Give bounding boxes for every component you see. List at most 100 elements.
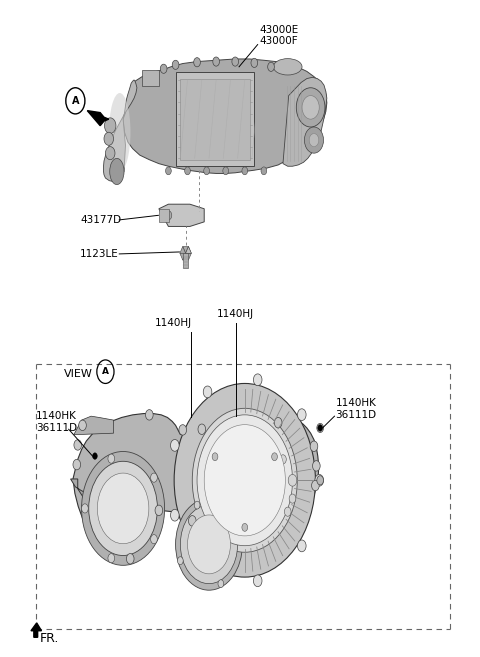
- Circle shape: [223, 167, 228, 175]
- Circle shape: [89, 461, 157, 556]
- Circle shape: [160, 64, 167, 74]
- Polygon shape: [74, 416, 114, 434]
- Bar: [183, 253, 188, 267]
- Polygon shape: [183, 253, 189, 260]
- Polygon shape: [283, 78, 327, 166]
- Circle shape: [151, 535, 157, 544]
- Circle shape: [204, 167, 209, 175]
- Circle shape: [304, 127, 324, 153]
- Circle shape: [188, 515, 230, 574]
- Circle shape: [222, 516, 229, 526]
- Circle shape: [309, 133, 319, 147]
- Circle shape: [204, 424, 285, 536]
- Circle shape: [174, 384, 315, 577]
- Circle shape: [105, 118, 116, 133]
- Polygon shape: [73, 413, 319, 534]
- Circle shape: [242, 167, 248, 175]
- Circle shape: [312, 480, 319, 491]
- Polygon shape: [31, 623, 41, 637]
- Bar: [159, 209, 169, 222]
- Circle shape: [218, 579, 224, 587]
- Circle shape: [198, 424, 205, 434]
- Circle shape: [197, 415, 292, 546]
- Text: 36111D: 36111D: [336, 410, 377, 420]
- Circle shape: [104, 132, 114, 145]
- Circle shape: [189, 516, 196, 526]
- Circle shape: [178, 556, 183, 564]
- Circle shape: [235, 421, 243, 432]
- Circle shape: [235, 524, 240, 532]
- Polygon shape: [87, 110, 109, 125]
- Text: FR.: FR.: [39, 632, 59, 645]
- Circle shape: [93, 453, 97, 459]
- Circle shape: [302, 96, 319, 119]
- Polygon shape: [123, 59, 327, 173]
- Circle shape: [145, 409, 153, 420]
- Polygon shape: [183, 246, 189, 253]
- Circle shape: [108, 554, 115, 563]
- Text: 43177D: 43177D: [80, 215, 121, 225]
- Circle shape: [74, 440, 82, 450]
- Circle shape: [296, 88, 325, 127]
- Circle shape: [275, 417, 282, 428]
- Circle shape: [170, 440, 179, 451]
- Polygon shape: [142, 70, 159, 87]
- Circle shape: [82, 504, 88, 513]
- Circle shape: [315, 474, 324, 486]
- Circle shape: [73, 459, 81, 470]
- Circle shape: [253, 575, 262, 587]
- Circle shape: [155, 505, 163, 516]
- Circle shape: [180, 505, 238, 583]
- Circle shape: [251, 58, 258, 68]
- Circle shape: [280, 455, 286, 464]
- Circle shape: [318, 424, 323, 431]
- Circle shape: [176, 499, 242, 590]
- Circle shape: [312, 461, 320, 471]
- Text: 1140HK: 1140HK: [336, 398, 376, 408]
- Circle shape: [288, 474, 297, 486]
- Circle shape: [261, 167, 267, 175]
- Polygon shape: [186, 246, 192, 253]
- Text: A: A: [72, 96, 79, 106]
- Circle shape: [79, 420, 86, 430]
- Ellipse shape: [274, 58, 302, 75]
- Polygon shape: [180, 253, 186, 260]
- Circle shape: [151, 473, 157, 482]
- Polygon shape: [186, 246, 192, 253]
- Circle shape: [185, 167, 191, 175]
- Text: 1123LE: 1123LE: [80, 249, 119, 259]
- Circle shape: [166, 167, 171, 175]
- Circle shape: [317, 476, 324, 485]
- Bar: [176, 72, 254, 166]
- Circle shape: [172, 60, 179, 70]
- Polygon shape: [180, 246, 186, 253]
- Ellipse shape: [110, 158, 124, 185]
- Circle shape: [289, 494, 296, 503]
- Circle shape: [106, 147, 115, 160]
- Circle shape: [268, 62, 275, 72]
- Circle shape: [203, 563, 212, 575]
- Circle shape: [284, 507, 291, 516]
- Text: VIEW: VIEW: [63, 369, 92, 379]
- Circle shape: [82, 451, 165, 565]
- Circle shape: [253, 374, 262, 386]
- Circle shape: [103, 500, 110, 510]
- Text: 43000F: 43000F: [259, 35, 298, 45]
- Circle shape: [194, 501, 200, 509]
- Polygon shape: [104, 80, 137, 181]
- Ellipse shape: [109, 93, 131, 171]
- Text: 1140HJ: 1140HJ: [216, 309, 254, 319]
- Circle shape: [165, 211, 172, 220]
- Text: 36111D: 36111D: [36, 423, 77, 433]
- Bar: [180, 79, 250, 160]
- Circle shape: [97, 473, 149, 544]
- Text: A: A: [102, 367, 109, 376]
- Polygon shape: [71, 479, 111, 512]
- Circle shape: [242, 524, 248, 532]
- Text: 1140HK: 1140HK: [36, 411, 77, 421]
- Circle shape: [170, 509, 179, 521]
- Circle shape: [179, 424, 187, 435]
- Circle shape: [126, 554, 134, 564]
- Circle shape: [232, 57, 239, 66]
- Circle shape: [194, 58, 200, 67]
